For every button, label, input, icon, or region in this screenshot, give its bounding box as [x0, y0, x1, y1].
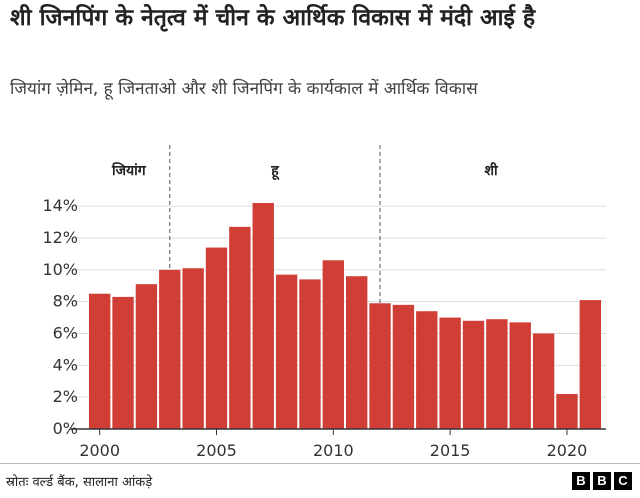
- bar-2014: [416, 311, 438, 429]
- x-tick-label: 2020: [547, 441, 588, 460]
- y-tick-label: 10%: [42, 260, 78, 279]
- era-label: हू: [270, 163, 280, 181]
- bar-2020: [556, 393, 578, 429]
- bar-2009: [299, 279, 321, 429]
- chart-title: शी जिनपिंग के नेतृत्व में चीन के आर्थिक …: [10, 5, 536, 31]
- era-label: शी: [484, 162, 499, 179]
- bar-2016: [462, 320, 485, 429]
- bar-2006: [229, 226, 251, 429]
- footer-divider: [0, 463, 640, 464]
- bbc-logo: B B C: [572, 472, 632, 490]
- bar-2005: [205, 247, 228, 429]
- x-tick-label: 2010: [313, 441, 354, 460]
- bbc-logo-letter: C: [614, 472, 632, 490]
- y-axis-labels: 0% 2% 4% 6% 8% 10% 12% 14%: [42, 196, 78, 438]
- bar-2018: [509, 322, 531, 429]
- bar-2012: [369, 303, 391, 429]
- x-tick-label: 2000: [79, 441, 120, 460]
- bar-2015: [439, 317, 461, 429]
- y-tick-label: 0%: [53, 419, 78, 438]
- bar-2021: [579, 300, 601, 429]
- y-tick-label: 14%: [42, 196, 78, 215]
- bar-2003: [159, 269, 181, 429]
- y-tick-label: 6%: [53, 324, 78, 343]
- bar-2008: [275, 274, 298, 429]
- bar-2007: [252, 203, 274, 429]
- x-tick-label: 2015: [430, 441, 471, 460]
- source-note: स्रोतः वर्ल्ड बैंक, सालाना आंकड़े: [6, 475, 153, 490]
- era-labels: जियांग हू शी: [111, 162, 499, 181]
- bar-2011: [346, 276, 368, 429]
- y-tick-label: 2%: [53, 387, 78, 406]
- bar-2002: [135, 284, 158, 429]
- bbc-logo-letter: B: [572, 472, 590, 490]
- bars: [89, 203, 601, 429]
- bar-2001: [112, 296, 134, 429]
- x-axis: [70, 428, 606, 435]
- bar-2017: [486, 319, 508, 429]
- y-tick-label: 8%: [53, 292, 78, 311]
- era-label: जियांग: [111, 162, 147, 179]
- bbc-logo-letter: B: [593, 472, 611, 490]
- y-tick-label: 4%: [53, 355, 78, 374]
- bar-2013: [392, 304, 415, 429]
- bar-2004: [182, 268, 204, 429]
- x-axis-labels: 2000 2005 2010 2015 2020: [79, 441, 587, 460]
- y-tick-label: 12%: [42, 228, 78, 247]
- bar-2000: [89, 293, 111, 429]
- x-tick-label: 2005: [196, 441, 237, 460]
- bar-2010: [322, 260, 344, 429]
- chart-subtitle: जियांग ज़ेमिन, हू जिनताओ और शी जिनपिंग क…: [10, 79, 478, 99]
- bar-2019: [532, 333, 555, 429]
